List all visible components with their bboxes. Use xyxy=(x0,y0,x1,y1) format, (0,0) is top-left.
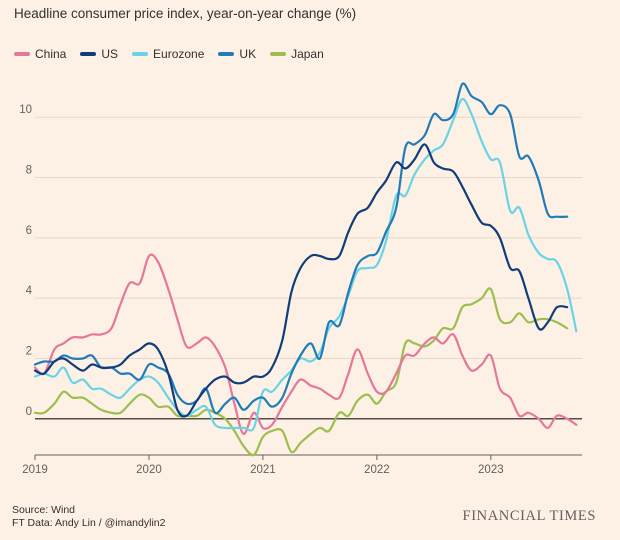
credit-text: FT Data: Andy Lin / @imandylin2 xyxy=(12,517,166,529)
x-tick-label-2023: 2023 xyxy=(478,464,504,476)
legend-item-japan: Japan xyxy=(270,47,324,61)
y-tick-label-8: 8 xyxy=(26,165,32,177)
series-line-eurozone xyxy=(33,97,578,432)
line-chart: 0 2 4 6 8 10 2019 2020 2021 2022 2023 xyxy=(19,82,582,476)
legend-swatch-eurozone xyxy=(132,52,149,56)
x-tick-label-2021: 2021 xyxy=(250,464,276,476)
series-line-uk xyxy=(33,82,569,415)
legend-label-japan: Japan xyxy=(291,47,324,61)
y-tick-label-0: 0 xyxy=(26,406,32,418)
y-tick-label-10: 10 xyxy=(19,104,32,116)
legend-label-us: US xyxy=(101,47,119,61)
x-tick-label-2020: 2020 xyxy=(136,464,162,476)
legend-item-eurozone: Eurozone xyxy=(132,47,204,61)
legend-item-uk: UK xyxy=(218,47,256,61)
series-line-japan xyxy=(33,287,569,457)
legend-swatch-china xyxy=(14,52,30,56)
chart-title: Headline consumer price index, year-on-y… xyxy=(14,6,357,21)
legend-item-china: China xyxy=(14,47,66,61)
legend-label-uk: UK xyxy=(239,47,257,61)
legend-swatch-us xyxy=(80,52,97,56)
source-text: Source: Wind xyxy=(12,504,76,516)
footer-source: Source: Wind FT Data: Andy Lin / @imandy… xyxy=(12,504,165,530)
y-tick-label-2: 2 xyxy=(26,345,32,357)
legend-item-us: US xyxy=(80,47,118,61)
series-line-us xyxy=(33,143,569,418)
brand-wordmark: FINANCIAL TIMES xyxy=(462,508,596,524)
legend-swatch-uk xyxy=(218,52,235,56)
legend-label-eurozone: Eurozone xyxy=(153,47,205,61)
y-tick-label-4: 4 xyxy=(26,285,33,297)
x-tick-label-2019: 2019 xyxy=(22,464,48,476)
legend: China US Eurozone UK Japan xyxy=(14,47,324,61)
legend-swatch-japan xyxy=(270,52,287,56)
y-tick-label-6: 6 xyxy=(26,225,32,237)
legend-label-china: China xyxy=(35,47,67,61)
series-line-china xyxy=(33,253,578,436)
x-tick-label-2022: 2022 xyxy=(364,464,390,476)
